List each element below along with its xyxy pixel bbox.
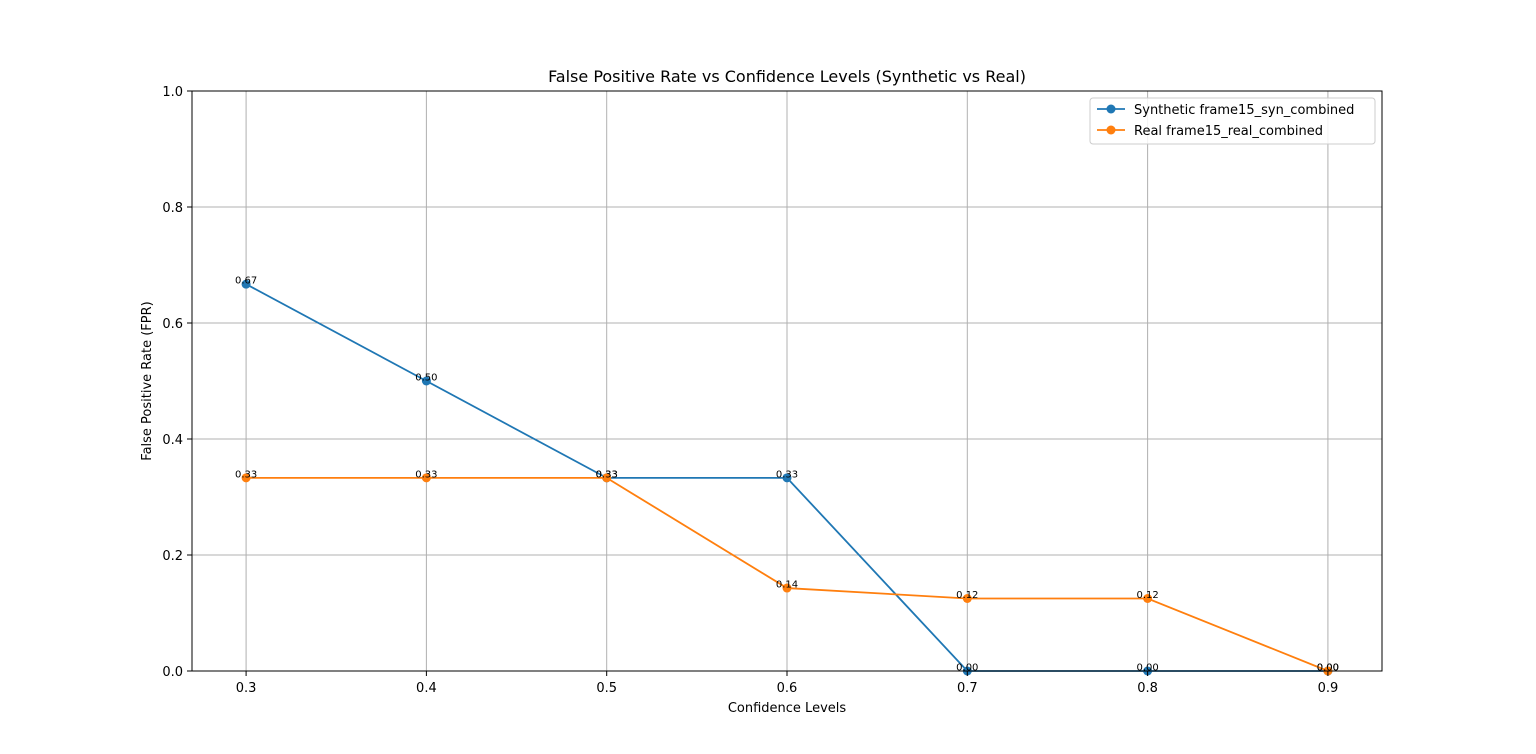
data-label: 0.67 bbox=[235, 276, 257, 287]
x-axis-label: Confidence Levels bbox=[728, 701, 847, 716]
data-label: 0.33 bbox=[596, 469, 618, 480]
data-point bbox=[602, 473, 612, 483]
y-tick-label: 0.6 bbox=[162, 317, 183, 332]
legend-swatch-marker bbox=[1106, 104, 1116, 114]
y-axis-label: False Positive Rate (FPR) bbox=[140, 301, 155, 460]
data-label: 0.14 bbox=[776, 580, 798, 591]
x-tick-label: 0.5 bbox=[596, 681, 617, 696]
legend-item: Synthetic frame15_syn_combined bbox=[1097, 103, 1354, 118]
x-tick-label: 0.3 bbox=[236, 681, 257, 696]
data-label: 0.00 bbox=[1317, 663, 1339, 674]
data-label: 0.00 bbox=[1136, 663, 1158, 674]
y-axis: 0.0 0.2 0.4 0.6 0.8 1.0 bbox=[162, 85, 192, 680]
y-tick-label: 0.0 bbox=[162, 665, 183, 680]
y-tick-label: 0.4 bbox=[162, 433, 183, 448]
x-tick-label: 0.4 bbox=[416, 681, 437, 696]
chart-title: False Positive Rate vs Confidence Levels… bbox=[548, 67, 1026, 86]
data-label: 0.50 bbox=[415, 373, 437, 384]
legend-label: Real frame15_real_combined bbox=[1134, 124, 1323, 139]
data-point bbox=[241, 473, 251, 483]
data-label: 0.33 bbox=[235, 469, 257, 480]
data-label: 0.33 bbox=[415, 469, 437, 480]
legend-swatch-marker bbox=[1106, 125, 1116, 135]
data-point bbox=[962, 594, 972, 603]
legend-box bbox=[1089, 97, 1376, 145]
x-tick-label: 0.9 bbox=[1318, 681, 1339, 696]
legend: Synthetic frame15_syn_combined Real frame… bbox=[1089, 97, 1376, 145]
data-point bbox=[1143, 594, 1153, 603]
y-tick-label: 0.2 bbox=[162, 549, 183, 564]
y-tick-label: 1.0 bbox=[162, 85, 183, 100]
x-tick-label: 0.7 bbox=[957, 681, 978, 696]
data-point bbox=[782, 473, 792, 483]
x-tick-label: 0.8 bbox=[1137, 681, 1158, 696]
data-point bbox=[421, 473, 431, 483]
legend-item: Real frame15_real_combined bbox=[1097, 124, 1323, 139]
data-point bbox=[782, 583, 792, 593]
data-label: 0.00 bbox=[956, 663, 978, 674]
y-tick-label: 0.8 bbox=[162, 201, 183, 216]
series-real: 0.33 0.33 0.33 0.14 0.12 0.12 0.00 bbox=[235, 469, 1339, 676]
legend-label: Synthetic frame15_syn_combined bbox=[1134, 103, 1354, 118]
data-label: 0.12 bbox=[1136, 590, 1158, 601]
data-label: 0.33 bbox=[776, 469, 798, 480]
data-label: 0.12 bbox=[956, 590, 978, 601]
data-point bbox=[421, 376, 431, 386]
data-point bbox=[241, 279, 251, 289]
x-axis: 0.3 0.4 0.5 0.6 0.7 0.8 0.9 bbox=[236, 671, 1339, 696]
x-tick-label: 0.6 bbox=[777, 681, 798, 696]
